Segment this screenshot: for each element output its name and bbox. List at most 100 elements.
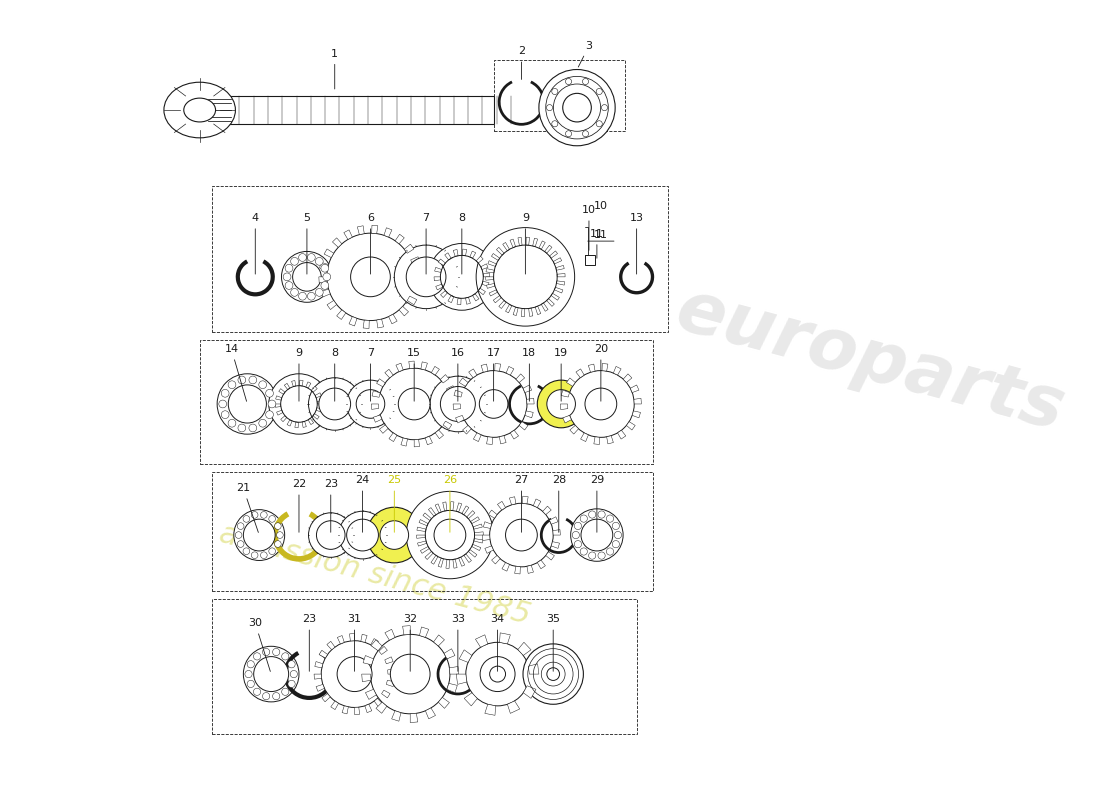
Polygon shape [561,390,570,397]
Circle shape [261,511,267,518]
Circle shape [282,688,289,695]
Circle shape [228,419,235,427]
Polygon shape [295,422,298,428]
Circle shape [283,273,292,281]
Polygon shape [431,555,438,564]
Circle shape [229,385,266,423]
Polygon shape [379,425,388,434]
Polygon shape [419,627,429,638]
Circle shape [366,507,422,563]
Polygon shape [557,281,564,285]
Polygon shape [550,517,558,524]
Polygon shape [510,430,518,439]
Polygon shape [385,630,395,640]
Polygon shape [418,541,427,546]
Circle shape [248,661,254,668]
Polygon shape [292,381,296,386]
Polygon shape [396,363,403,372]
Polygon shape [319,277,327,282]
Text: 19: 19 [554,348,569,401]
Text: 8: 8 [331,348,339,401]
Polygon shape [518,238,522,246]
Polygon shape [581,433,589,442]
Text: 17: 17 [486,348,500,401]
Polygon shape [492,254,499,260]
Circle shape [251,552,258,558]
Circle shape [476,228,574,326]
Polygon shape [338,635,344,644]
Polygon shape [482,282,490,286]
Circle shape [316,258,323,266]
Text: 14: 14 [224,344,246,402]
Text: 18: 18 [522,348,537,401]
Circle shape [308,378,361,430]
Circle shape [379,521,408,550]
Circle shape [571,509,623,562]
Polygon shape [436,430,443,438]
Polygon shape [415,439,419,447]
Circle shape [598,552,605,559]
Polygon shape [387,669,395,674]
Polygon shape [499,633,510,644]
Polygon shape [483,535,490,541]
Polygon shape [503,242,509,250]
Polygon shape [507,701,519,714]
Polygon shape [576,369,584,378]
Polygon shape [459,650,472,662]
Polygon shape [428,507,436,516]
Polygon shape [513,307,518,315]
Polygon shape [278,389,285,394]
Text: 10: 10 [582,206,596,250]
Polygon shape [399,306,408,316]
Circle shape [480,657,515,691]
Text: 5: 5 [304,214,310,274]
Polygon shape [392,710,400,722]
Polygon shape [534,499,541,507]
Text: 34: 34 [491,614,505,671]
Circle shape [298,254,307,262]
Circle shape [285,264,293,272]
Circle shape [460,370,527,438]
Polygon shape [475,634,487,647]
Polygon shape [299,380,304,386]
Polygon shape [473,524,482,529]
Polygon shape [403,626,410,635]
Polygon shape [521,309,525,317]
Circle shape [221,390,229,397]
Circle shape [480,390,508,418]
Circle shape [288,661,295,668]
Polygon shape [554,287,563,293]
Text: 4: 4 [252,214,258,274]
Polygon shape [342,706,349,714]
Polygon shape [388,314,397,324]
Polygon shape [358,226,364,234]
Circle shape [346,380,394,428]
Circle shape [254,657,288,691]
Polygon shape [376,319,384,328]
Circle shape [268,374,329,434]
Text: 11: 11 [590,229,604,258]
Polygon shape [321,289,330,297]
Polygon shape [626,422,635,430]
Polygon shape [497,502,506,510]
Polygon shape [324,249,333,258]
Polygon shape [426,436,432,445]
Circle shape [547,105,552,110]
Circle shape [321,641,388,707]
Text: 23: 23 [302,614,317,671]
Polygon shape [363,320,370,329]
Polygon shape [275,404,280,407]
Polygon shape [502,562,509,571]
Text: 1: 1 [331,49,338,89]
Circle shape [490,666,506,682]
Polygon shape [536,306,541,314]
Circle shape [261,552,267,558]
Circle shape [588,552,596,559]
Circle shape [565,130,572,137]
Polygon shape [453,250,458,257]
Circle shape [434,519,465,551]
Circle shape [596,121,603,127]
Circle shape [547,668,560,681]
Circle shape [245,670,252,678]
Polygon shape [469,550,477,557]
